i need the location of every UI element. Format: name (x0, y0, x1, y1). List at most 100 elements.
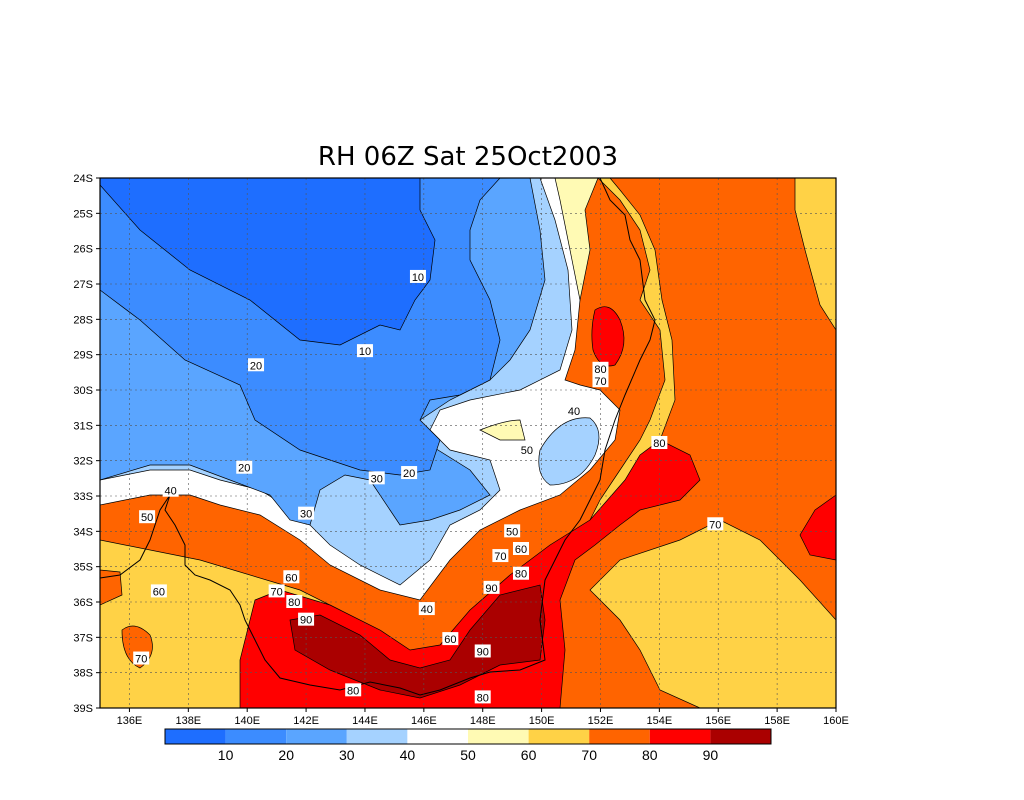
rh-band-70-80-sw-edge (100, 569, 123, 606)
contour-label: 40 (418, 602, 435, 616)
contour-label-text: 30 (300, 509, 312, 521)
contour-label-bg (518, 443, 535, 457)
colorbar-swatch (165, 729, 226, 744)
colorbar: 10 20 30 40 50 60 70 80 90 (164, 728, 772, 763)
contour-label-bg (512, 566, 529, 580)
colorbar-swatch (286, 729, 347, 744)
contour-label: 60 (150, 584, 167, 598)
contour-label-text: 40 (421, 604, 433, 616)
rh-band-below-10 (100, 178, 436, 346)
contour-label: 90 (474, 644, 491, 658)
contour-label-text: 50 (521, 445, 533, 457)
contour-label-bg (345, 683, 362, 697)
contour-label: 70 (492, 549, 509, 563)
contour-label-bg (150, 584, 167, 598)
contour-label-text: 50 (141, 512, 153, 524)
lon-label: 136E (117, 715, 143, 727)
contour-label: 80 (512, 566, 529, 581)
lon-label: 158E (764, 715, 790, 727)
contour-label-text: 40 (568, 406, 580, 418)
latitude-axis: 24S 25S 26S 27S 28S 29S 30S 31S 32S 33S 34S 35S 36S 3… (73, 173, 100, 715)
colorbar-swatch (346, 729, 408, 744)
contour-label: 30 (298, 506, 315, 521)
rh-band-30-40-island (538, 417, 600, 486)
lat-label: 28S (73, 314, 93, 326)
contour-label: 50 (139, 510, 156, 524)
lon-label: 152E (588, 715, 614, 727)
contour-label-text: 20 (238, 463, 250, 475)
contour-label: 20 (401, 466, 418, 480)
lat-label: 37S (73, 632, 93, 644)
contour-label: 70 (268, 584, 285, 598)
contour-label-bg (356, 344, 373, 358)
lat-label: 32S (73, 456, 93, 468)
lon-label: 146E (411, 715, 437, 727)
lon-label: 148E (470, 715, 496, 727)
contour-label-bg (651, 436, 668, 449)
colorbar-swatch (468, 729, 529, 744)
contour-label-text: 90 (485, 583, 497, 595)
lon-label: 150E (529, 715, 555, 727)
colorbar-swatch (589, 729, 650, 744)
contour-label-text: 40 (165, 486, 177, 498)
lon-label: 142E (293, 715, 319, 727)
lat-label: 25S (73, 208, 93, 220)
contour-label-text: 60 (285, 572, 297, 584)
lon-label: 144E (352, 715, 378, 727)
contour-label-text: 20 (403, 468, 415, 480)
lat-label: 34S (73, 526, 93, 538)
lat-label: 31S (73, 420, 93, 432)
colorbar-label: 90 (703, 747, 719, 763)
contour-label-bg (298, 612, 315, 626)
contour-label-bg (512, 542, 529, 555)
contour-label-bg (483, 580, 500, 594)
contour-label: 60 (442, 632, 459, 646)
contour-label: 80 (286, 595, 303, 609)
contour-label: 60 (512, 542, 529, 556)
contour-label-text: 80 (653, 438, 665, 450)
colorbar-label: 70 (581, 747, 597, 763)
lon-label: 160E (823, 715, 849, 727)
contour-label-text: 10 (359, 346, 371, 358)
contour-label-bg (401, 466, 418, 480)
colorbar-label: 60 (521, 747, 537, 763)
contour-label-bg (133, 651, 150, 665)
contour-label: 50 (518, 443, 535, 457)
contour-label-text: 80 (477, 692, 489, 704)
contour-label: 10 (356, 344, 373, 358)
lon-label: 154E (647, 715, 673, 727)
contour-label-bg (286, 595, 303, 608)
lat-label: 26S (73, 244, 93, 256)
colorbar-frame (164, 728, 772, 745)
contour-label: 70 (133, 651, 150, 666)
contour-label: 40 (162, 483, 179, 498)
contour-label-bg (409, 269, 426, 283)
contour-label: 90 (483, 580, 500, 595)
colorbar-swatch (710, 729, 771, 744)
contour-label-bg (418, 602, 435, 616)
contour-label-bg (162, 483, 179, 497)
colorbar-label: 40 (400, 747, 416, 763)
contour-label-bg (592, 374, 609, 388)
contour-label-bg (248, 358, 265, 372)
rh-band-50-60-inner (479, 419, 526, 441)
contour-label-text: 30 (371, 473, 383, 485)
contour-label: 30 (368, 471, 385, 485)
contour-label-bg (368, 471, 385, 485)
rh-band-80-90-east (799, 494, 836, 561)
contour-label-text: 80 (515, 569, 527, 581)
contour-label: 50 (504, 524, 521, 538)
colorbar-swatch (225, 729, 287, 744)
contour-label-bg (474, 690, 491, 704)
contour-label-text: 60 (444, 634, 456, 646)
contour-label-text: 10 (412, 272, 424, 284)
contour-label-bg (492, 549, 509, 563)
contour-label: 20 (248, 358, 265, 372)
contour-label-bg (298, 506, 315, 520)
colorbar-label: 80 (642, 747, 658, 763)
map-title: RH 06Z Sat 25Oct2003 (318, 142, 618, 172)
colorbar-swatch (649, 729, 711, 744)
contour-label-text: 80 (594, 364, 606, 376)
